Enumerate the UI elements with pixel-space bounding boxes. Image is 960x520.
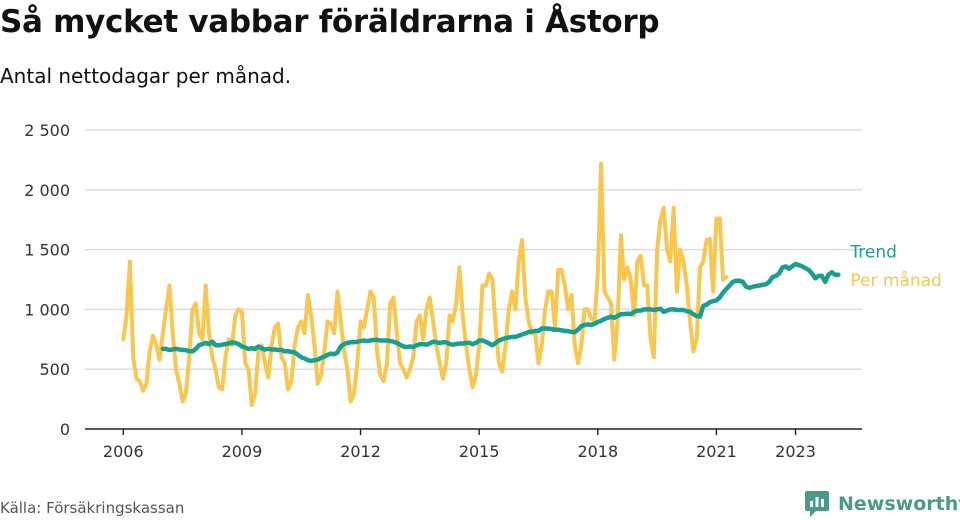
y-tick-label: 2 500 <box>24 121 70 140</box>
chart-subtitle: Antal nettodagar per månad. <box>0 64 292 88</box>
newsworthy-logo-icon <box>805 491 829 517</box>
chart-title: Så mycket vabbar föräldrarna i Åstorp <box>0 4 660 40</box>
series-line-trend <box>160 261 841 364</box>
y-tick-label: 500 <box>39 360 70 379</box>
brand-name: Newsworthy <box>838 493 960 515</box>
y-tick-label: 0 <box>60 420 70 439</box>
y-axis: 0 500 1 000 1 500 2 000 2 500 <box>24 121 70 439</box>
series-label: Trend <box>849 243 897 263</box>
x-tick-label: 2015 <box>459 442 500 461</box>
x-tick-label: 2006 <box>103 442 144 461</box>
x-axis: 2006 2009 2012 2015 2018 2021 2023 <box>85 428 862 461</box>
y-tick-label: 2 000 <box>24 181 70 200</box>
x-tick-label: 2018 <box>577 442 618 461</box>
series-lines <box>121 161 841 408</box>
series-label: Per månad <box>850 270 941 291</box>
line-chart: 0 500 1 000 1 500 2 000 2 500 2006 2009 2012 201… <box>24 121 942 461</box>
series-labels: Per månad Trend <box>849 243 941 291</box>
y-tick-label: 1 500 <box>24 241 70 260</box>
x-tick-label: 2009 <box>222 442 263 461</box>
x-tick-label: 2012 <box>340 442 381 461</box>
brand-logo[interactable]: Newsworthy <box>804 488 960 520</box>
series-line-per-manad <box>121 161 729 408</box>
source-note: Källa: Försäkringskassan <box>0 499 185 517</box>
x-tick-label: 2023 <box>775 442 816 461</box>
y-tick-label: 1 000 <box>24 300 70 319</box>
x-tick-label: 2021 <box>696 442 737 461</box>
